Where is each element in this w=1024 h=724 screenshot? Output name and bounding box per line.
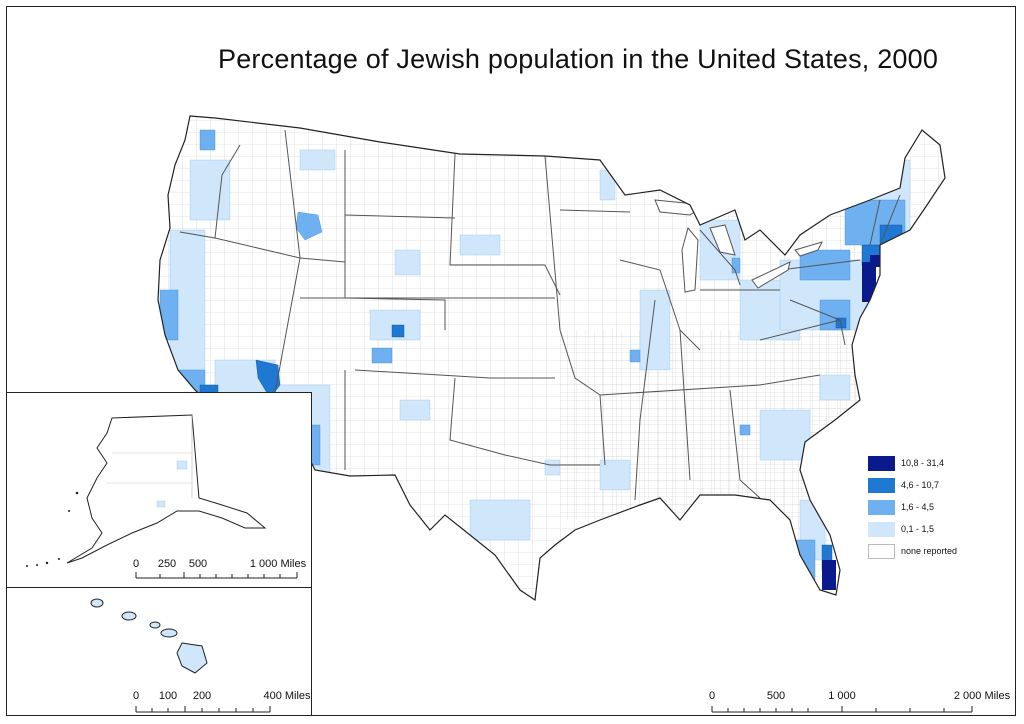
- hawaii-map: [90, 598, 208, 674]
- legend-label: none reported: [901, 546, 958, 556]
- scale-label: 0: [132, 690, 140, 702]
- legend-label: 1,6 - 4,5: [901, 502, 935, 512]
- legend-swatch: [868, 455, 895, 471]
- scale-label: 400 Miles: [263, 690, 311, 702]
- scale-label: 250: [157, 558, 177, 570]
- map-frame: [6, 6, 1016, 716]
- legend-item: 10,8 - 31,4: [868, 452, 957, 474]
- legend-item: 0,1 - 1,5: [868, 518, 957, 540]
- legend-swatch: [868, 521, 895, 537]
- legend-item: 1,6 - 4,5: [868, 496, 957, 518]
- scale-label: 500: [766, 690, 786, 702]
- legend-label: 4,6 - 10,7: [901, 480, 940, 490]
- legend-item: 4,6 - 10,7: [868, 474, 957, 496]
- scale-label: 100: [158, 690, 178, 702]
- scale-label: 200: [192, 690, 212, 702]
- legend-swatch: [868, 499, 895, 515]
- legend-label: 10,8 - 31,4: [901, 458, 945, 468]
- legend-swatch: [868, 477, 895, 493]
- legend: 10,8 - 31,4 4,6 - 10,7 1,6 - 4,5 0,1 - 1…: [868, 452, 957, 562]
- scale-label: 1 000: [828, 690, 856, 702]
- legend-swatch: [868, 543, 895, 559]
- scale-label: 500: [188, 558, 208, 570]
- scale-label: 0: [132, 558, 140, 570]
- legend-item: none reported: [868, 540, 957, 562]
- map-title: Percentage of Jewish population in the U…: [218, 44, 939, 74]
- alaska-map: [26, 414, 267, 567]
- hawaii-inset: [6, 587, 312, 716]
- scale-label: 1 000 Miles: [249, 558, 307, 570]
- scale-label: 2 000 Miles: [953, 690, 1011, 702]
- legend-label: 0,1 - 1,5: [901, 524, 935, 534]
- scale-label: 0: [708, 690, 716, 702]
